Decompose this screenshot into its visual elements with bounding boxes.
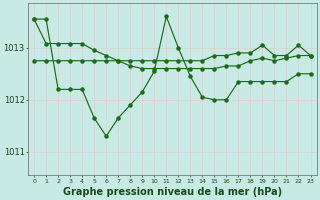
X-axis label: Graphe pression niveau de la mer (hPa): Graphe pression niveau de la mer (hPa): [63, 187, 282, 197]
